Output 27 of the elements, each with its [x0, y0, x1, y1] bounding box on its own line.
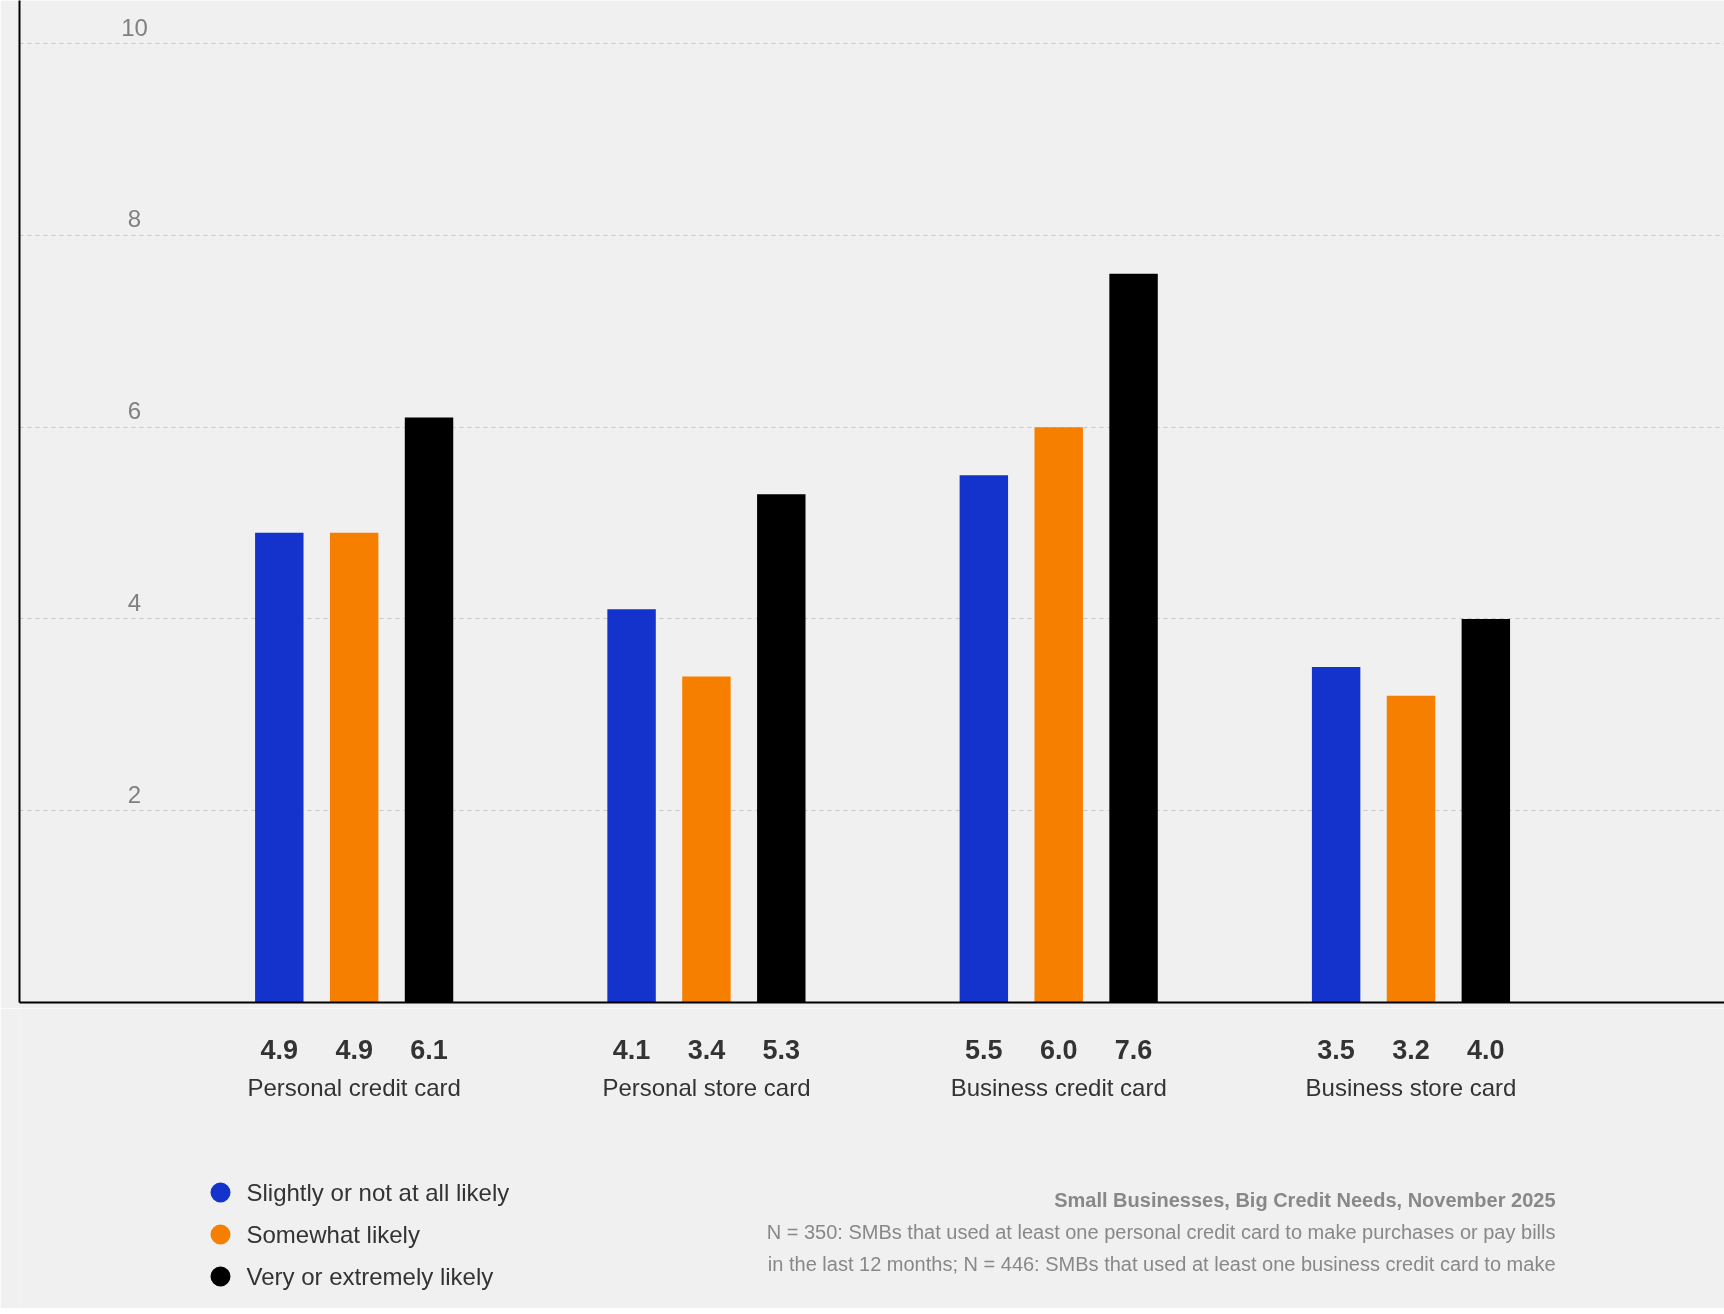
y-tick-label: 2 [127, 780, 142, 808]
data-label: 3.2 [1392, 1034, 1430, 1065]
x-tick-label: Business store card [1305, 1073, 1517, 1101]
legend-label: Very or extremely likely [246, 1263, 494, 1290]
x-tick-label: Personal store card [602, 1073, 811, 1101]
text: N = 350: SMBs that used at least one personal credit card to make purchases or pay bills [766, 1220, 1556, 1243]
data-label: 4.9 [260, 1034, 299, 1065]
legend-label: Somewhat likely [246, 1221, 420, 1248]
data-label: 6.0 [1039, 1034, 1078, 1065]
y-tick-label: 4 [127, 588, 142, 616]
x-tick-label: Business credit card [950, 1073, 1167, 1101]
y-tick-label: 6 [127, 397, 142, 425]
data-label: 3.5 [1317, 1034, 1355, 1065]
legend-label: Slightly or not at all likely [246, 1179, 510, 1206]
y-tick-label: 8 [127, 205, 142, 233]
data-label: 7.6 [1114, 1034, 1153, 1065]
data-label: 4.1 [612, 1034, 651, 1065]
data-label: 3.4 [687, 1034, 726, 1065]
x-tick-label: Personal credit card [247, 1073, 461, 1101]
data-label: 4.0 [1467, 1034, 1505, 1065]
text: Small Businesses, Big Credit Needs, November 2025 [1054, 1188, 1556, 1211]
text: in the last 12 months; N = 446: SMBs that used at least one business credit card to make [767, 1252, 1556, 1275]
data-label: 4.9 [335, 1034, 373, 1065]
data-label: 5.3 [762, 1034, 801, 1065]
data-label: 6.1 [410, 1034, 448, 1065]
y-tick-label: 10 [121, 13, 148, 41]
data-label: 5.5 [965, 1034, 1003, 1065]
